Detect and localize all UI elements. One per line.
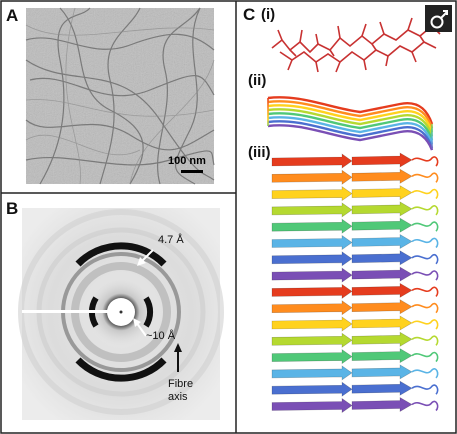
sub-label-ii: (ii) — [248, 72, 267, 89]
panel-label-b: B — [6, 199, 19, 218]
beta-strand — [271, 299, 439, 316]
panel-b-diffraction — [18, 208, 224, 420]
scale-bar-label: 100 nm — [168, 155, 206, 167]
beta-strand — [271, 233, 439, 251]
beta-strand — [271, 185, 439, 202]
beta-strand — [271, 364, 439, 381]
gender-symbol-icon — [425, 5, 452, 32]
label-4-7-angstrom: 4.7 Å — [158, 234, 184, 246]
beta-strand — [271, 380, 439, 397]
beta-strand — [271, 266, 439, 283]
panel-c-ii-ribbons — [267, 96, 434, 151]
panel-label-c: C — [243, 5, 256, 24]
panel-a-micrograph — [25, 7, 215, 185]
beta-strand — [271, 315, 439, 332]
panel-c-i-molecule — [271, 15, 441, 73]
panel-label-a: A — [6, 6, 19, 25]
beta-strand — [271, 331, 439, 348]
sub-label-iii: (iii) — [248, 144, 271, 161]
label-fibre-axis: Fibre axis — [168, 378, 194, 403]
beta-strand — [271, 348, 439, 365]
beta-strand — [271, 217, 439, 234]
sub-label-i: (i) — [261, 6, 276, 23]
beta-strand — [271, 396, 439, 414]
label-10-angstrom: ~10 Å — [146, 330, 176, 342]
beta-strand — [271, 201, 439, 218]
scale-bar — [181, 170, 203, 173]
beta-strand — [271, 282, 439, 299]
beta-strand — [271, 250, 439, 267]
beta-strand — [271, 168, 439, 185]
beta-strand — [271, 152, 439, 169]
panel-c-iii-strands — [271, 152, 439, 414]
